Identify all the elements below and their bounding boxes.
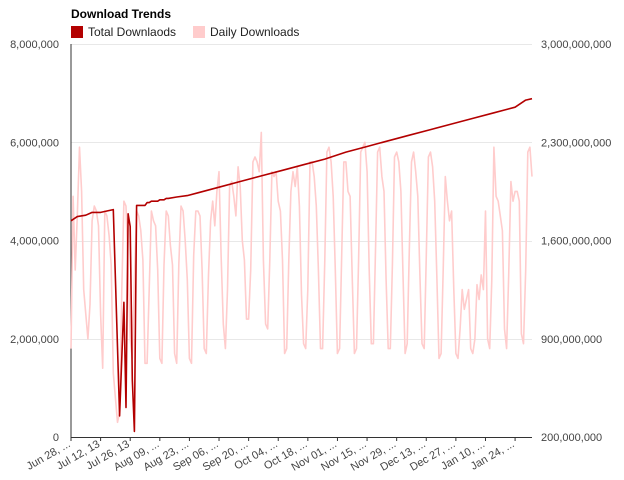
- right-tick-label: 1,600,000,000: [541, 236, 611, 248]
- total-downloads-series: [70, 97, 533, 433]
- right-axis-ticks: 200,000,000 900,000,000 1,600,000,000 2,300…: [541, 39, 611, 444]
- right-tick-label: 200,000,000: [541, 432, 602, 444]
- legend-label-daily: Daily Downloads: [210, 25, 300, 39]
- legend-daily-downloads[interactable]: Daily Downloads: [193, 24, 299, 40]
- legend-swatch-total: [71, 26, 83, 38]
- left-tick-label: 6,000,000: [10, 137, 59, 149]
- left-tick-label: 8,000,000: [10, 39, 59, 51]
- total-downloads-line: [70, 97, 533, 433]
- legend-swatch-daily: [193, 26, 205, 38]
- right-tick-label: 2,300,000,000: [541, 137, 611, 149]
- right-tick-label: 900,000,000: [541, 334, 602, 346]
- right-tick-label: 3,000,000,000: [541, 39, 611, 51]
- legend-total-downloads[interactable]: Total Downlaods: [71, 24, 176, 40]
- left-tick-label: 2,000,000: [10, 334, 59, 346]
- axes: [70, 44, 532, 438]
- chart-title: Download Trends: [71, 7, 172, 21]
- left-axis-ticks: 0 2,000,000 4,000,000 6,000,000 8,000,000: [10, 39, 59, 444]
- left-tick-label: 0: [53, 432, 59, 444]
- left-tick-label: 4,000,000: [10, 236, 59, 248]
- daily-downloads-line: [70, 131, 533, 424]
- daily-downloads-series: [70, 131, 533, 424]
- legend-label-total: Total Downlaods: [88, 25, 177, 39]
